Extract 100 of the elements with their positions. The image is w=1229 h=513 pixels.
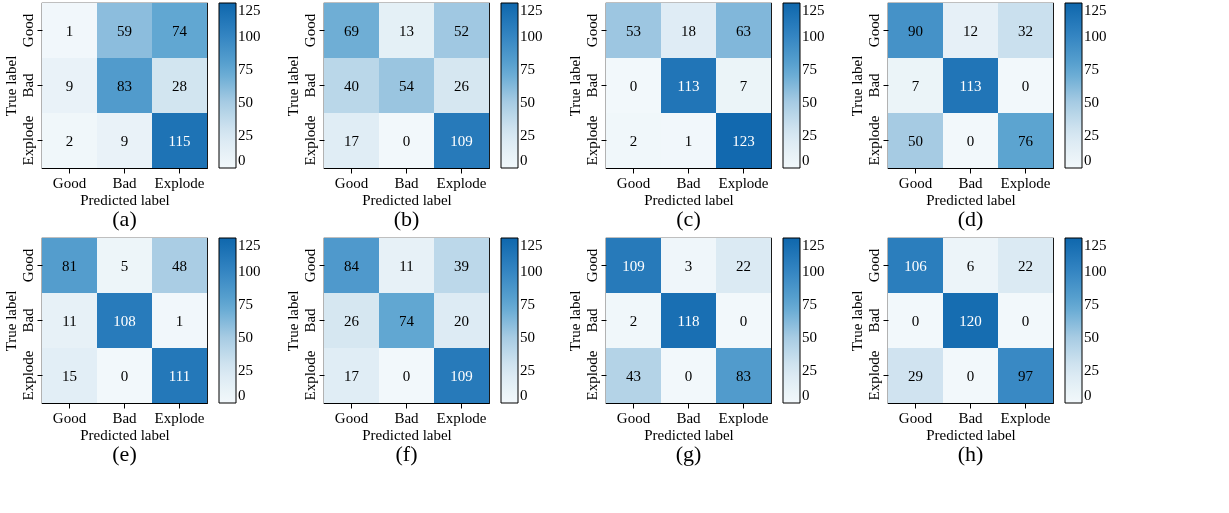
y-tick-label: Good (583, 248, 600, 283)
data-label: 40 (344, 77, 359, 94)
x-tick-label: Bad (958, 409, 984, 426)
color-bar-label: 25 (238, 362, 253, 378)
color-bar-label: 100 (802, 263, 825, 279)
color-bar-label: 125 (1084, 237, 1107, 253)
x-tick-label: Good (898, 174, 933, 191)
data-label: 83 (117, 77, 132, 94)
color-bar-label: 75 (238, 61, 253, 77)
data-label: 59 (117, 22, 132, 39)
color-bar-label: 25 (1084, 362, 1099, 378)
x-axis-title: Predicted label (80, 191, 170, 208)
y-tick-label: Good (301, 13, 318, 48)
data-label: 13 (399, 22, 414, 39)
color-bar-label: 125 (802, 237, 825, 253)
color-bar-label: 125 (238, 2, 261, 18)
color-bar-label: 0 (1084, 387, 1092, 403)
color-bar-label: 75 (520, 61, 535, 77)
y-axis-title: True label (2, 55, 19, 117)
color-bar-label: 50 (238, 94, 253, 110)
color-bar-label: 25 (802, 127, 817, 143)
color-bar-label: 100 (802, 28, 825, 44)
text: (g) (675, 441, 702, 466)
x-axis-title: Predicted label (362, 191, 452, 208)
data-label: 17 (344, 132, 360, 149)
color-bar-label: 100 (1084, 263, 1107, 279)
data-label: 17 (344, 367, 360, 384)
data-label: 2 (65, 132, 74, 149)
data-label: 5 (120, 257, 129, 274)
color-bar-label: 75 (520, 296, 535, 312)
data-label: 123 (732, 132, 755, 149)
y-tick-label: Bad (583, 72, 600, 98)
data-label: 81 (62, 257, 77, 274)
data-label: 11 (399, 257, 414, 274)
data-label: 109 (450, 132, 473, 149)
y-tick-label: Bad (865, 307, 882, 333)
y-axis-title: True label (284, 55, 301, 117)
data-label: 3 (684, 257, 693, 274)
y-tick-label: Bad (301, 72, 318, 98)
color-bar-label: 75 (1084, 61, 1099, 77)
data-label: 39 (454, 257, 469, 274)
data-label: 7 (739, 77, 748, 94)
data-label: 9 (65, 77, 74, 94)
y-tick-label: Bad (19, 307, 36, 333)
data-label: 48 (172, 257, 187, 274)
color-bar-label: 50 (238, 329, 253, 345)
text: (h) (957, 441, 984, 466)
color-bar-label: 25 (238, 127, 253, 143)
color-bar-label: 100 (238, 263, 261, 279)
data-label: 26 (454, 77, 470, 94)
x-tick-label: Explode (154, 174, 205, 191)
data-label: 0 (402, 367, 411, 384)
color-bar-label: 75 (1084, 296, 1099, 312)
x-tick-label: Explode (1000, 409, 1051, 426)
color-bar-label: 50 (802, 329, 817, 345)
x-tick-label: Bad (676, 409, 702, 426)
data-label: 106 (904, 257, 928, 274)
data-label: 108 (113, 312, 136, 329)
y-tick-label: Bad (865, 72, 882, 98)
x-axis-title: Predicted label (644, 426, 734, 443)
x-tick-label: Explode (718, 409, 769, 426)
color-bar-label: 0 (238, 152, 246, 168)
color-bar-label: 50 (520, 94, 535, 110)
data-label: 0 (966, 367, 975, 384)
data-label: 113 (959, 77, 982, 94)
data-label: 54 (399, 77, 415, 94)
color-bar-label: 25 (1084, 127, 1099, 143)
data-label: 74 (399, 312, 415, 329)
x-tick-label: Good (616, 174, 651, 191)
data-label: 0 (911, 312, 920, 329)
color-bar-label: 100 (238, 28, 261, 44)
data-label: 12 (963, 22, 978, 39)
data-label: 43 (626, 367, 641, 384)
color-bar-label: 0 (1084, 152, 1092, 168)
data-label: 28 (172, 77, 187, 94)
color-bar-label: 0 (520, 387, 528, 403)
data-label: 1 (175, 312, 184, 329)
x-axis-title: Predicted label (362, 426, 452, 443)
color-bar-label: 0 (802, 152, 810, 168)
data-label: 26 (344, 312, 360, 329)
text: (f) (395, 441, 418, 466)
y-tick-label: Good (19, 248, 36, 283)
data-label: 50 (908, 132, 923, 149)
data-label: 109 (622, 257, 645, 274)
x-axis-title: Predicted label (80, 426, 170, 443)
color-bar-label: 125 (520, 237, 543, 253)
data-label: 0 (1021, 312, 1030, 329)
data-label: 20 (454, 312, 469, 329)
text: (a) (112, 206, 137, 231)
y-axis-title: True label (284, 290, 301, 352)
data-label: 2 (629, 132, 638, 149)
x-tick-label: Good (52, 409, 87, 426)
y-axis-title: True label (848, 55, 865, 117)
color-bar-label: 50 (1084, 329, 1099, 345)
data-label: 0 (402, 132, 411, 149)
text: (c) (676, 206, 701, 231)
data-label: 29 (908, 367, 923, 384)
data-label: 32 (1018, 22, 1033, 39)
y-tick-label: Bad (301, 307, 318, 333)
y-tick-label: Bad (19, 72, 36, 98)
